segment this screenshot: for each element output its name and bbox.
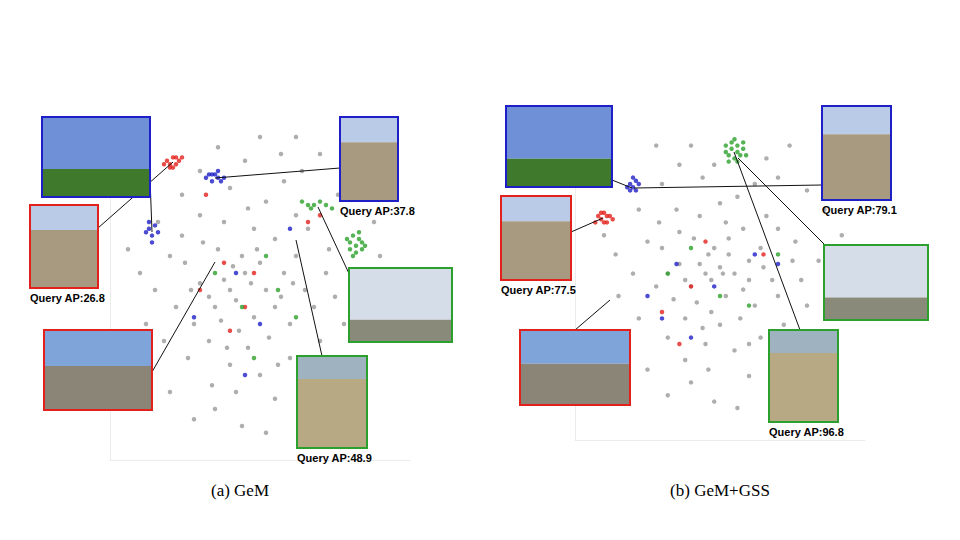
svg-text:Query AP:48.9: Query AP:48.9 — [297, 452, 372, 464]
svg-text:Query AP:26.8: Query AP:26.8 — [30, 292, 105, 304]
svg-text:Query AP:79.1: Query AP:79.1 — [822, 204, 897, 216]
svg-text:Query AP:37.8: Query AP:37.8 — [340, 205, 415, 217]
svg-text:Query AP:77.5: Query AP:77.5 — [501, 284, 576, 296]
svg-text:Query AP:96.8: Query AP:96.8 — [769, 426, 844, 438]
svg-text:(b) GeM+GSS: (b) GeM+GSS — [670, 481, 770, 500]
svg-text:(a) GeM: (a) GeM — [211, 481, 269, 500]
